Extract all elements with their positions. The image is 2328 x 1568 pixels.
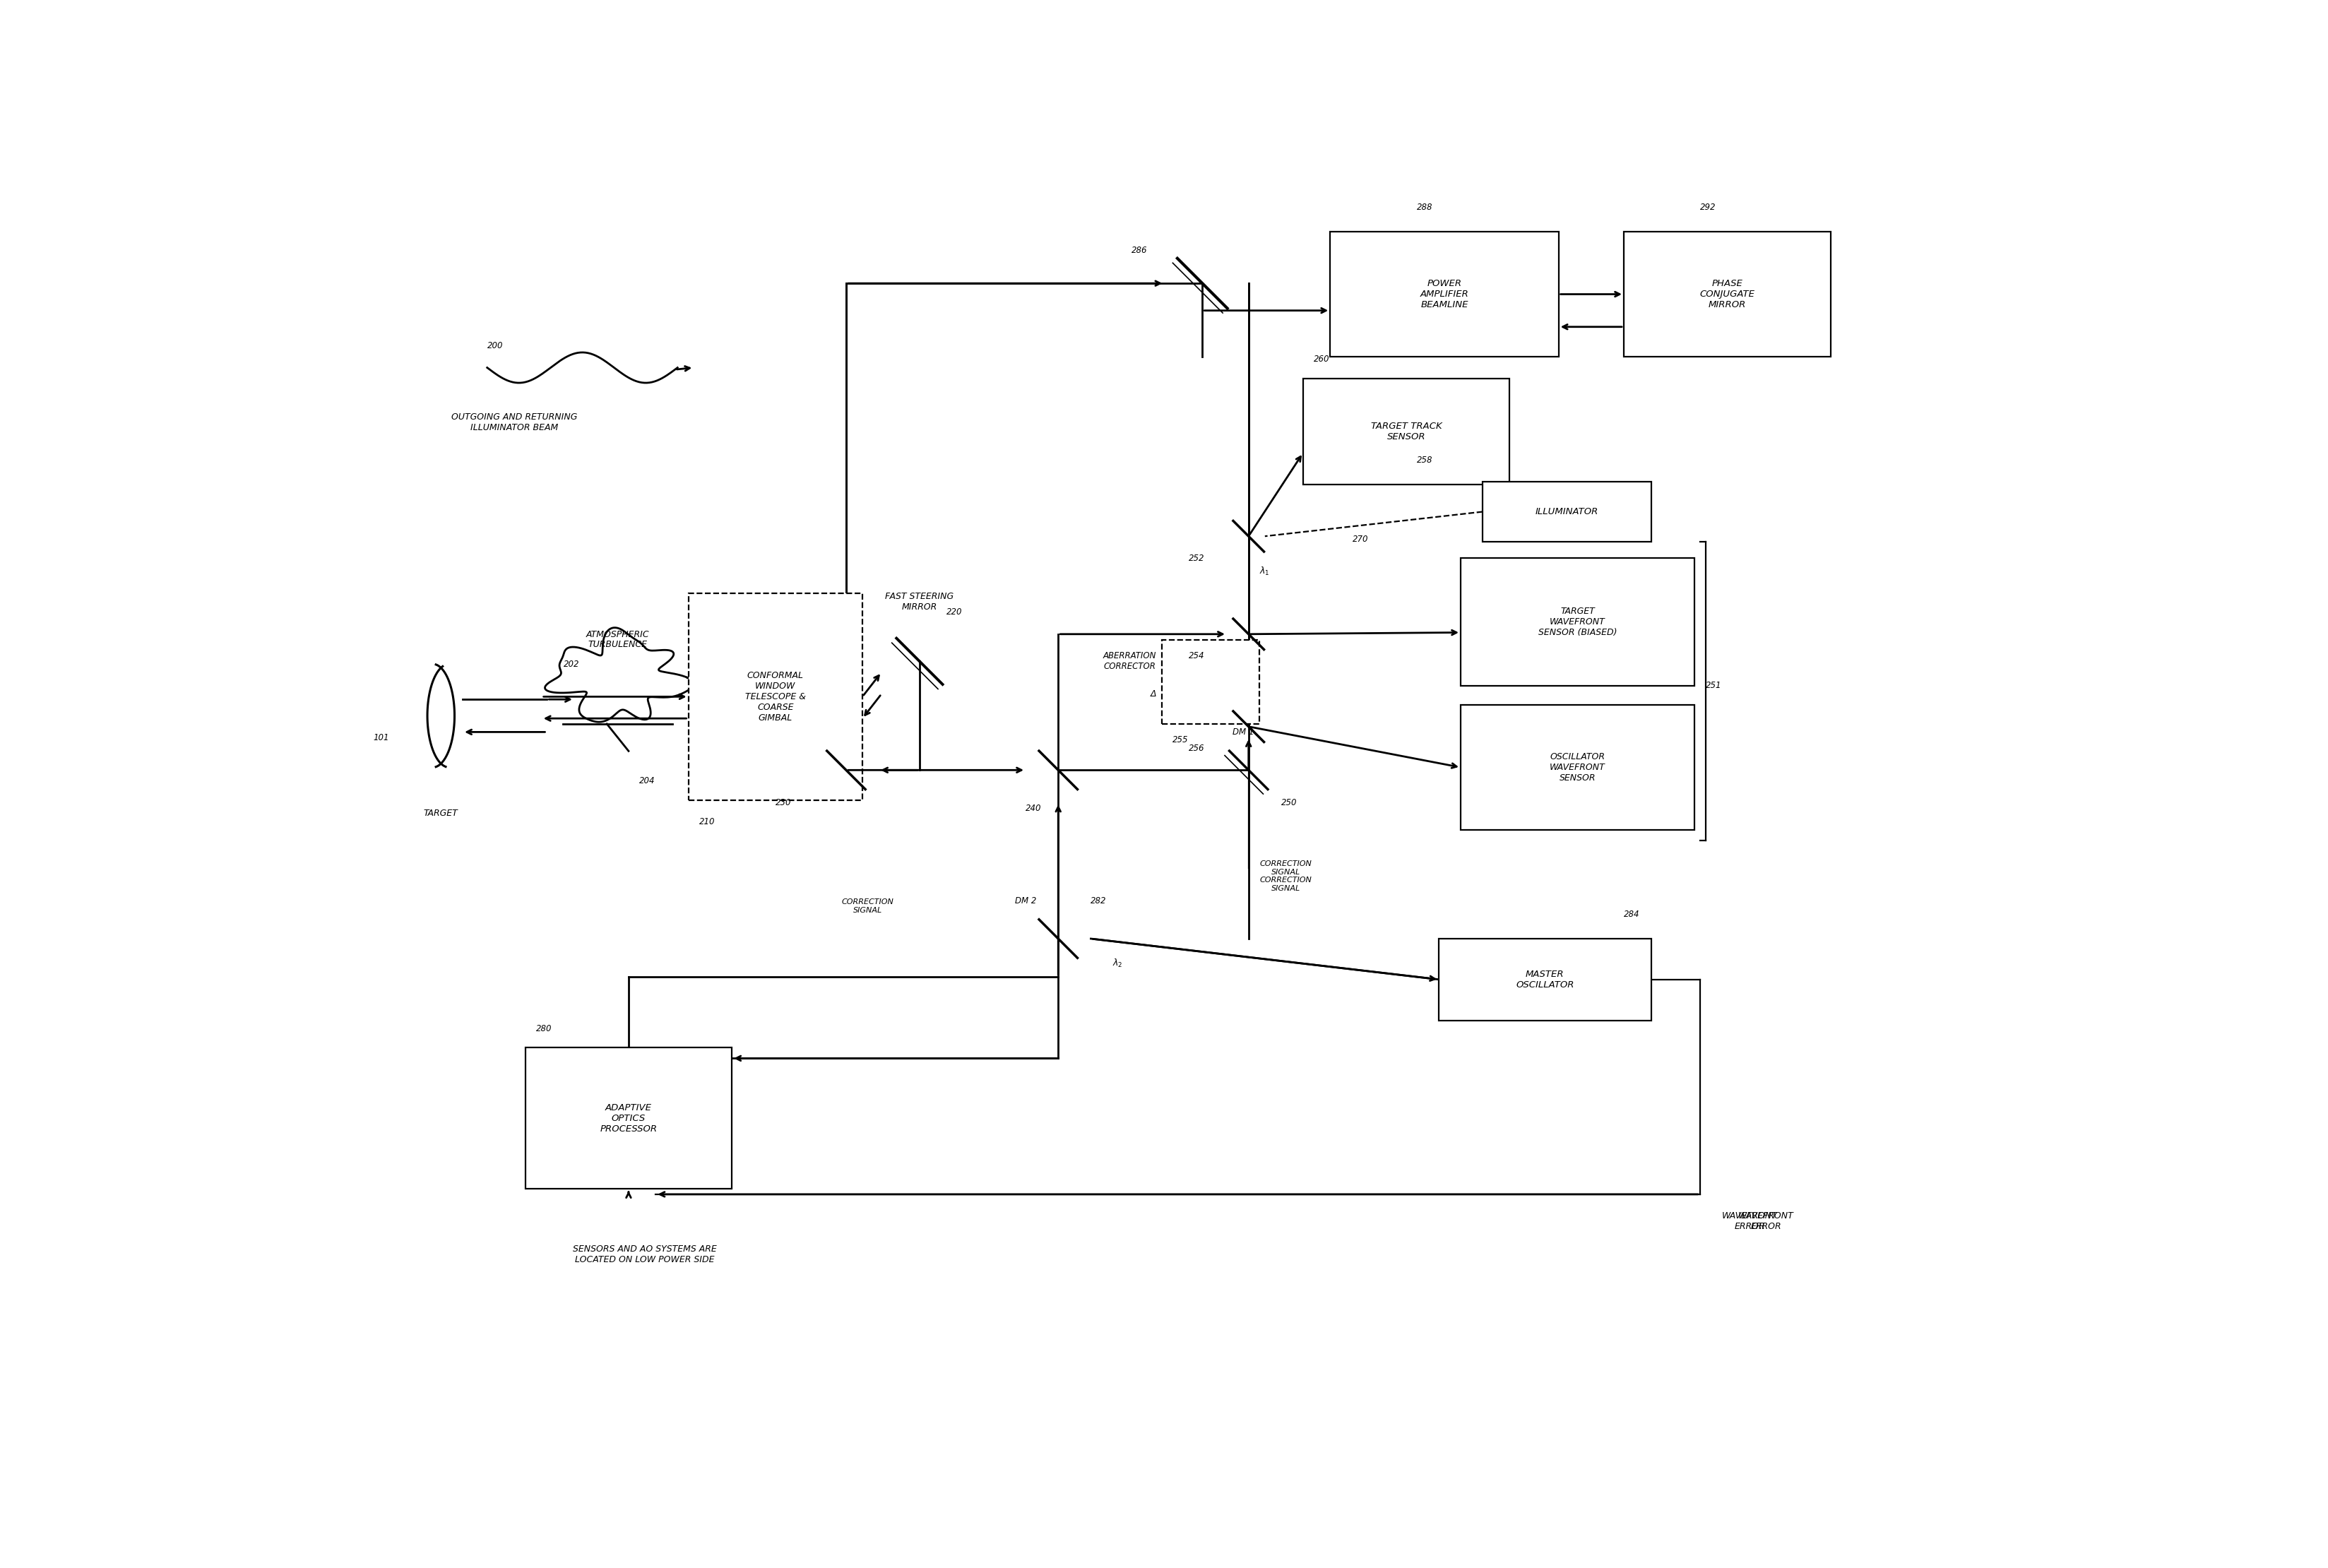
- Text: PHASE
CONJUGATE
MIRROR: PHASE CONJUGATE MIRROR: [1699, 279, 1755, 309]
- Text: 286: 286: [1131, 246, 1148, 256]
- Text: 202: 202: [563, 660, 580, 668]
- Text: 256: 256: [1190, 743, 1204, 753]
- Text: CONFORMAL
WINDOW
TELESCOPE &
COARSE
GIMBAL: CONFORMAL WINDOW TELESCOPE & COARSE GIMB…: [745, 671, 805, 723]
- Text: DM 1: DM 1: [1232, 728, 1255, 737]
- Bar: [1439, 939, 1651, 1021]
- Text: 251: 251: [1706, 681, 1720, 690]
- Bar: [1460, 558, 1695, 685]
- Text: TARGET TRACK
SENSOR: TARGET TRACK SENSOR: [1371, 422, 1441, 442]
- Text: 280: 280: [535, 1024, 552, 1033]
- Text: FAST STEERING
MIRROR: FAST STEERING MIRROR: [885, 591, 954, 612]
- Bar: [689, 593, 861, 800]
- Text: TARGET
WAVEFRONT
SENSOR (BIASED): TARGET WAVEFRONT SENSOR (BIASED): [1539, 607, 1618, 637]
- Text: DM 2: DM 2: [1015, 895, 1036, 905]
- Text: 210: 210: [698, 817, 715, 826]
- Text: MASTER
OSCILLATOR: MASTER OSCILLATOR: [1516, 969, 1574, 989]
- Bar: [1483, 481, 1651, 541]
- Text: $\lambda_1$: $\lambda_1$: [1259, 566, 1269, 577]
- Text: 220: 220: [947, 608, 961, 616]
- Text: ATMOSPHERIC
TURBULENCE: ATMOSPHERIC TURBULENCE: [587, 630, 650, 649]
- Text: 250: 250: [1280, 798, 1297, 808]
- Text: ABERRATION
CORRECTOR: ABERRATION CORRECTOR: [1103, 651, 1157, 671]
- Text: 258: 258: [1418, 455, 1434, 464]
- Text: 204: 204: [640, 776, 656, 786]
- Text: OSCILLATOR
WAVEFRONT
SENSOR: OSCILLATOR WAVEFRONT SENSOR: [1550, 753, 1606, 782]
- Text: 255: 255: [1173, 735, 1187, 745]
- Text: CORRECTION
SIGNAL: CORRECTION SIGNAL: [1259, 877, 1311, 892]
- Text: TARGET: TARGET: [424, 809, 459, 818]
- Text: 260: 260: [1313, 354, 1329, 364]
- Bar: [1460, 706, 1695, 829]
- Text: ADAPTIVE
OPTICS
PROCESSOR: ADAPTIVE OPTICS PROCESSOR: [601, 1102, 656, 1134]
- Text: 254: 254: [1190, 651, 1204, 660]
- Text: OUTGOING AND RETURNING
ILLUMINATOR BEAM: OUTGOING AND RETURNING ILLUMINATOR BEAM: [452, 412, 577, 431]
- Text: 101: 101: [372, 732, 389, 742]
- Text: $\lambda_2$: $\lambda_2$: [1113, 958, 1122, 969]
- Text: 200: 200: [487, 342, 503, 351]
- Text: Δ: Δ: [1150, 690, 1157, 698]
- Text: CORRECTION
SIGNAL: CORRECTION SIGNAL: [1259, 861, 1311, 875]
- Text: 284: 284: [1625, 909, 1639, 919]
- Text: SENSORS AND AO SYSTEMS ARE
LOCATED ON LOW POWER SIDE: SENSORS AND AO SYSTEMS ARE LOCATED ON LO…: [573, 1245, 717, 1264]
- Text: POWER
AMPLIFIER
BEAMLINE: POWER AMPLIFIER BEAMLINE: [1420, 279, 1469, 309]
- Bar: [1304, 378, 1509, 485]
- Bar: [526, 1047, 731, 1189]
- Text: 270: 270: [1353, 535, 1369, 544]
- Text: 252: 252: [1190, 554, 1204, 563]
- Text: 288: 288: [1418, 202, 1434, 212]
- Text: ILLUMINATOR: ILLUMINATOR: [1534, 506, 1599, 516]
- Text: WAVEFRONT
ERROR: WAVEFRONT ERROR: [1723, 1212, 1776, 1231]
- Bar: [1625, 232, 1830, 358]
- Text: 240: 240: [1027, 803, 1041, 812]
- Text: 230: 230: [775, 798, 792, 808]
- Bar: [1329, 232, 1557, 358]
- Text: 282: 282: [1092, 895, 1106, 905]
- Text: CORRECTION
SIGNAL: CORRECTION SIGNAL: [843, 898, 894, 914]
- Bar: [1162, 640, 1259, 724]
- Text: WAVEFRONT
ERROR: WAVEFRONT ERROR: [1739, 1212, 1793, 1231]
- Text: 292: 292: [1699, 202, 1716, 212]
